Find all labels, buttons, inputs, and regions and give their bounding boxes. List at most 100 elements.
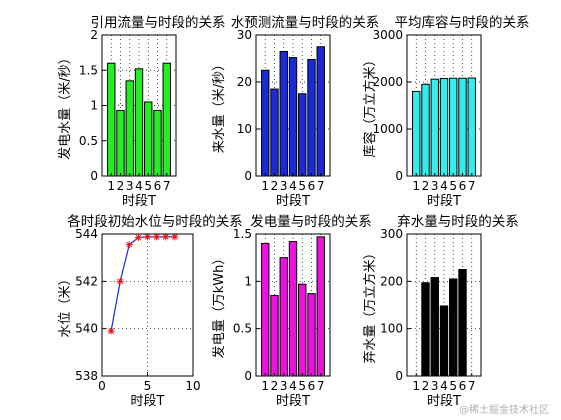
chart-4-point <box>144 233 151 241</box>
chart-5-axes-box <box>255 233 331 377</box>
chart-6-ytick-label: 100 <box>380 322 403 336</box>
chart-5-xtick-label: 4 <box>289 379 297 393</box>
chart-1-bar <box>153 109 162 177</box>
chart-3-xlabel: 时段T <box>427 194 461 209</box>
chart-4-ytick-label: 538 <box>75 369 98 383</box>
chart-1-xtick-label: 3 <box>126 179 134 193</box>
chart-5-xlabel: 时段T <box>276 394 310 409</box>
chart-4-xtick-label: 5 <box>144 379 152 393</box>
chart-2-ytick-label: 30 <box>237 28 252 42</box>
chart-3-axes-box <box>406 34 482 177</box>
chart-3-ytick-label: 1000 <box>372 122 403 136</box>
chart-1-xlabel: 时段T <box>122 194 156 209</box>
chart-3-ytick-label: 2000 <box>372 75 403 89</box>
chart-2-xtick-label: 1 <box>261 179 269 193</box>
chart-2-xtick-label: 4 <box>289 179 297 193</box>
chart-6-ytick-label: 300 <box>380 227 403 241</box>
chart-3-xtick-label: 3 <box>431 179 439 193</box>
chart-2-ylabel: 来水量（米/秒） <box>212 58 227 153</box>
chart-6-ylabel: 弃水量（万立方米） <box>362 246 378 363</box>
chart-6-xtick-label: 6 <box>459 379 467 393</box>
chart-6-xtick-label: 5 <box>449 379 457 393</box>
chart-6-xtick-label: 4 <box>440 379 448 393</box>
chart-2-bar <box>288 57 298 177</box>
chart-5-bar <box>261 242 270 377</box>
chart-5-ytick-label: 1.5 <box>233 227 252 241</box>
chart-3-xtick-label: 7 <box>468 179 476 193</box>
chart-3-xtick-label: 1 <box>412 179 420 193</box>
chart-5-ylabel: 发电量（万kWh） <box>211 252 227 359</box>
chart-1-ytick-label: 2 <box>90 28 98 42</box>
chart-5-xtick-label: 5 <box>298 379 306 393</box>
chart-3-xtick-label: 2 <box>422 179 430 193</box>
chart-2-bar <box>279 50 288 177</box>
chart-5-bar <box>288 241 298 377</box>
chart-2-ytick-label: 10 <box>237 122 252 136</box>
chart-6-axes-box <box>406 233 482 377</box>
chart-1-ytick-label: 0 <box>90 169 98 183</box>
chart-4-title: 各时段初始水位与时段的关系 <box>67 213 243 230</box>
chart-1-xtick-label: 6 <box>154 179 162 193</box>
chart-3-xtick-label: 5 <box>449 179 457 193</box>
chart-1-bar <box>107 62 116 177</box>
chart-1-axes-box <box>101 34 177 177</box>
chart-3-bar <box>439 77 449 177</box>
chart-1-ytick-label: 0.5 <box>79 134 98 148</box>
chart-2-xtick-label: 2 <box>271 179 279 193</box>
chart-2-xlabel: 时段T <box>276 194 310 209</box>
chart-5-xtick-label: 2 <box>271 379 279 393</box>
chart-5-bar <box>298 283 307 377</box>
chart-5-ytick-label: 1 <box>244 274 252 288</box>
chart-4-point <box>171 233 179 241</box>
chart-3-bar <box>430 78 439 177</box>
chart-3-bar <box>421 83 430 177</box>
chart-5-bar <box>316 236 325 377</box>
chart-3-bar <box>467 77 476 177</box>
chart-4-ylabel: 水位（米） <box>58 272 73 337</box>
chart-6-bar <box>449 278 458 377</box>
chart-6-bar <box>430 277 439 377</box>
chart-4-ytick-label: 540 <box>75 322 98 336</box>
chart-6-xlabel: 时段T <box>427 394 461 409</box>
chart-1-ytick-label: 1.5 <box>79 63 98 77</box>
chart-6-ytick-label: 0 <box>395 369 403 383</box>
chart-2-ytick-label: 20 <box>237 75 252 89</box>
chart-2-axes-box <box>255 34 331 177</box>
chart-6-title: 弃水量与时段的关系 <box>397 214 519 230</box>
chart-1-ylabel: 发电水量（米/秒） <box>57 51 73 159</box>
chart-2-xtick-label: 5 <box>298 179 306 193</box>
chart-5-xtick-label: 3 <box>280 379 288 393</box>
chart-1-bar <box>162 62 171 177</box>
chart-2-bar <box>298 93 307 177</box>
chart-4-ytick-label: 542 <box>75 274 98 288</box>
chart-3-xtick-label: 4 <box>440 179 448 193</box>
chart-5-ytick-label: 0.5 <box>233 322 252 336</box>
chart-4-plot-area <box>102 234 193 376</box>
chart-1-xtick-label: 4 <box>135 179 143 193</box>
chart-1-xtick-label: 7 <box>163 179 171 193</box>
chart-2-bar <box>270 88 279 177</box>
chart-2-xtick-label: 3 <box>280 179 288 193</box>
chart-3-bar <box>458 77 467 177</box>
chart-3-bar <box>449 77 458 177</box>
chart-1-xtick-label: 1 <box>107 179 115 193</box>
chart-3-xtick-label: 6 <box>459 179 467 193</box>
chart-4-xlabel: 时段T <box>131 394 165 409</box>
chart-5-title: 发电量与时段的关系 <box>250 214 372 230</box>
chart-2-bar <box>261 69 270 177</box>
watermark: @稀土掘金技术社区 <box>459 405 549 416</box>
chart-4-axes-box <box>101 233 194 377</box>
chart-4-point <box>134 234 142 242</box>
chart-1-bar <box>125 80 134 177</box>
chart-2-bar <box>307 58 316 177</box>
chart-2-xtick-label: 7 <box>317 179 325 193</box>
chart-6-bar <box>439 305 449 377</box>
chart-6-xtick-label: 2 <box>422 379 430 393</box>
chart-4-ytick-label: 544 <box>75 227 98 241</box>
chart-5-bar <box>270 295 279 377</box>
chart-1-bar <box>134 68 144 177</box>
chart-5-xtick-label: 6 <box>308 379 316 393</box>
chart-2-xtick-label: 6 <box>308 179 316 193</box>
chart-6-xtick-label: 1 <box>412 379 420 393</box>
chart-6-bar <box>458 269 467 377</box>
